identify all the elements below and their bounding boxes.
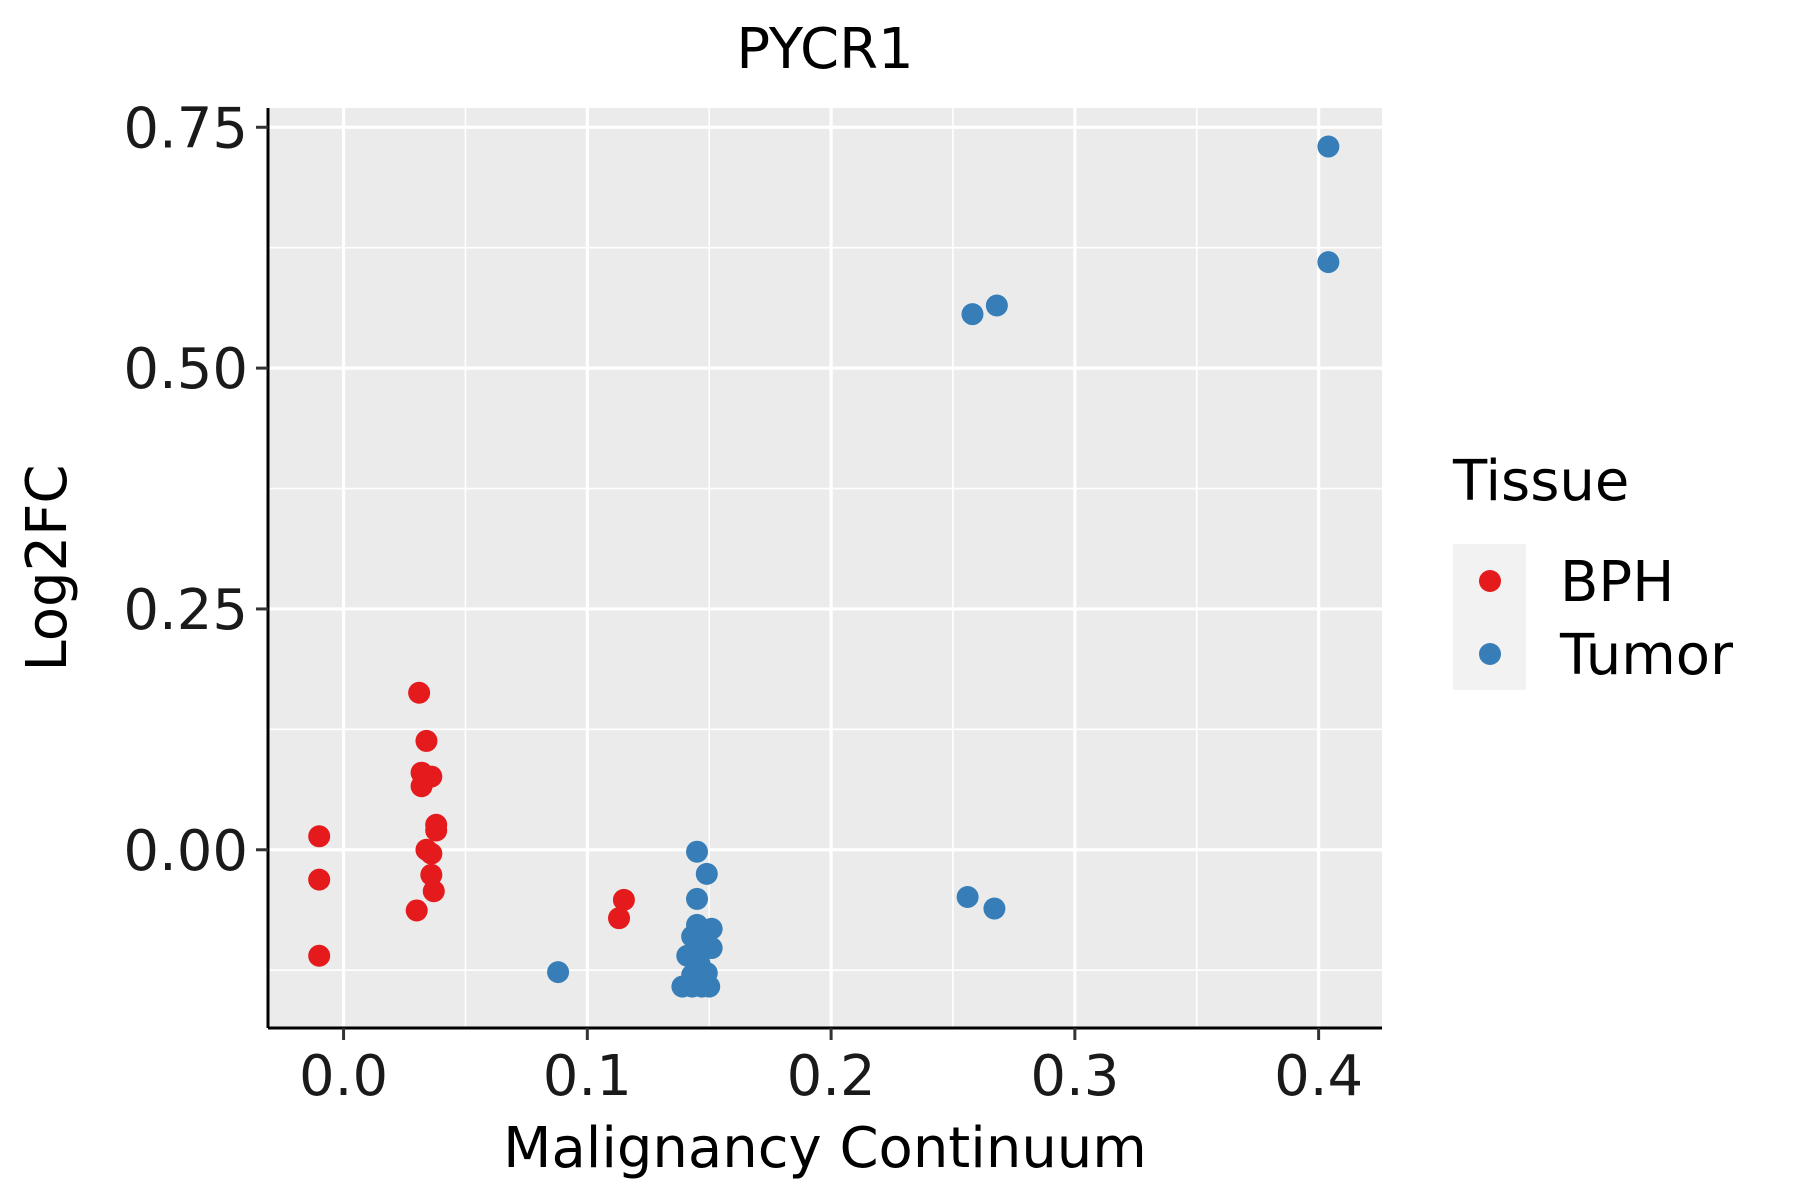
data-points xyxy=(308,135,1340,998)
point-bph xyxy=(612,888,635,911)
point-tumor xyxy=(1317,135,1340,158)
x-tick-label: 0.3 xyxy=(1030,1044,1119,1109)
legend-label-bph: BPH xyxy=(1560,550,1674,615)
legend-key-background xyxy=(1453,544,1526,690)
legend-label-tumor: Tumor xyxy=(1559,623,1734,688)
point-bph xyxy=(420,863,443,886)
point-bph xyxy=(422,880,445,903)
y-tick-label: 0.50 xyxy=(123,337,248,402)
x-tick-label: 0.4 xyxy=(1274,1044,1363,1109)
point-tumor xyxy=(961,303,984,326)
point-bph xyxy=(408,681,431,704)
x-tick-label: 0.0 xyxy=(299,1044,388,1109)
grid-minor xyxy=(268,108,1382,1028)
point-bph xyxy=(308,825,331,848)
grid-major xyxy=(268,108,1382,1028)
point-bph xyxy=(405,899,428,922)
y-axis-title: Log2FC xyxy=(15,465,80,672)
point-tumor xyxy=(695,862,718,885)
x-tick-label: 0.2 xyxy=(787,1044,876,1109)
point-tumor xyxy=(956,885,979,908)
point-tumor xyxy=(698,975,721,998)
y-tick-label: 0.25 xyxy=(123,578,248,643)
point-tumor xyxy=(686,840,709,863)
legend-title: Tissue xyxy=(1452,449,1629,514)
point-bph xyxy=(425,819,448,842)
legend-key-tumor xyxy=(1479,643,1501,665)
y-tick-label: 0.00 xyxy=(123,819,248,884)
legend: Tissue BPH Tumor xyxy=(1452,449,1734,690)
legend-key-bph xyxy=(1479,570,1501,592)
x-tick-label: 0.1 xyxy=(543,1044,632,1109)
y-axis-ticks: 0.00 0.25 0.50 0.75 xyxy=(123,96,268,884)
y-tick-label: 0.75 xyxy=(123,96,248,161)
point-bph xyxy=(308,944,331,967)
point-bph xyxy=(308,868,331,891)
point-tumor xyxy=(547,961,570,984)
point-tumor xyxy=(1317,251,1340,274)
point-tumor xyxy=(983,897,1006,920)
chart-title: PYCR1 xyxy=(736,17,913,82)
point-bph xyxy=(410,775,433,798)
point-bph xyxy=(420,842,443,865)
point-bph xyxy=(415,729,438,752)
x-axis-ticks: 0.0 0.1 0.2 0.3 0.4 xyxy=(299,1028,1363,1109)
x-axis-title: Malignancy Continuum xyxy=(503,1116,1147,1181)
point-tumor xyxy=(985,294,1008,317)
point-tumor xyxy=(686,887,709,910)
point-bph xyxy=(608,907,631,930)
